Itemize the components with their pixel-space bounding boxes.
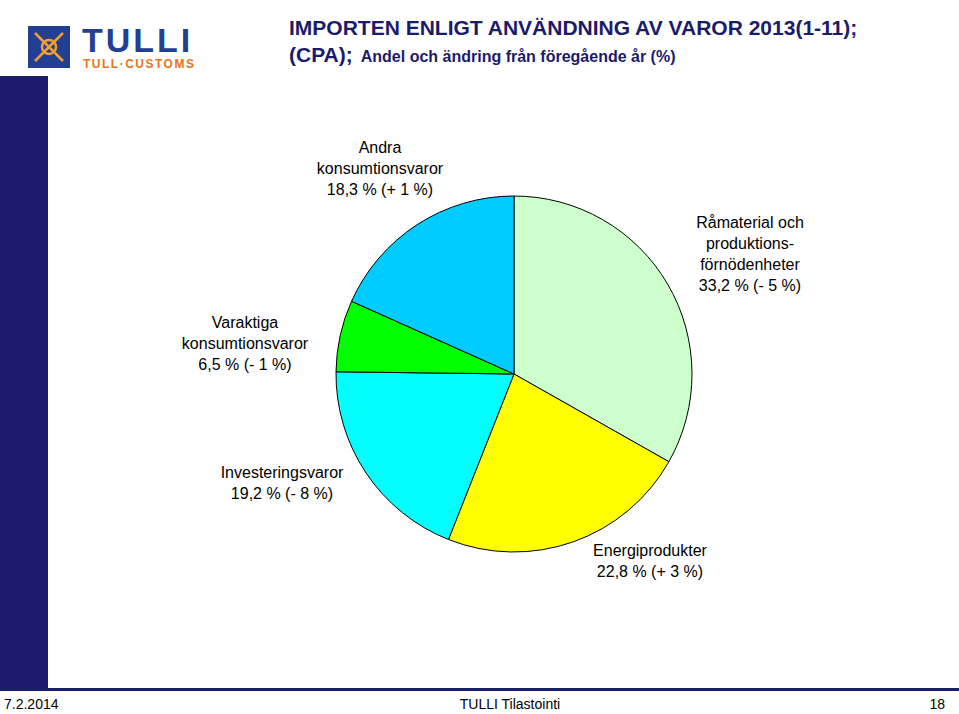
svg-text:TULLI: TULLI — [82, 21, 193, 59]
svg-text:7.2.2014: 7.2.2014 — [4, 696, 59, 712]
svg-text:Varaktigakonsumtionsvaror6,5 %: Varaktigakonsumtionsvaror6,5 % (- 1 %) — [182, 314, 309, 373]
svg-text:(CPA);Andel och ändring från f: (CPA);Andel och ändring från föregående … — [289, 43, 675, 66]
svg-text:TULLI Tilastointi: TULLI Tilastointi — [460, 696, 560, 712]
svg-text:TULL·CUSTOMS: TULL·CUSTOMS — [83, 57, 195, 71]
svg-text:IMPORTEN ENLIGT ANVÄNDNING AV: IMPORTEN ENLIGT ANVÄNDNING AV VAROR 2013… — [289, 16, 857, 39]
svg-text:Investeringsvaror19,2 % (- 8 %: Investeringsvaror19,2 % (- 8 %) — [221, 464, 344, 502]
svg-text:Råmaterial ochproduktions-förn: Råmaterial ochproduktions-förnödenheter3… — [696, 214, 804, 294]
svg-text:Andrakonsumtionsvaror18,3 % (+: Andrakonsumtionsvaror18,3 % (+ 1 %) — [317, 139, 444, 198]
svg-text:Energiprodukter22,8 % (+ 3 %): Energiprodukter22,8 % (+ 3 %) — [593, 542, 708, 580]
svg-text:18: 18 — [929, 696, 945, 712]
